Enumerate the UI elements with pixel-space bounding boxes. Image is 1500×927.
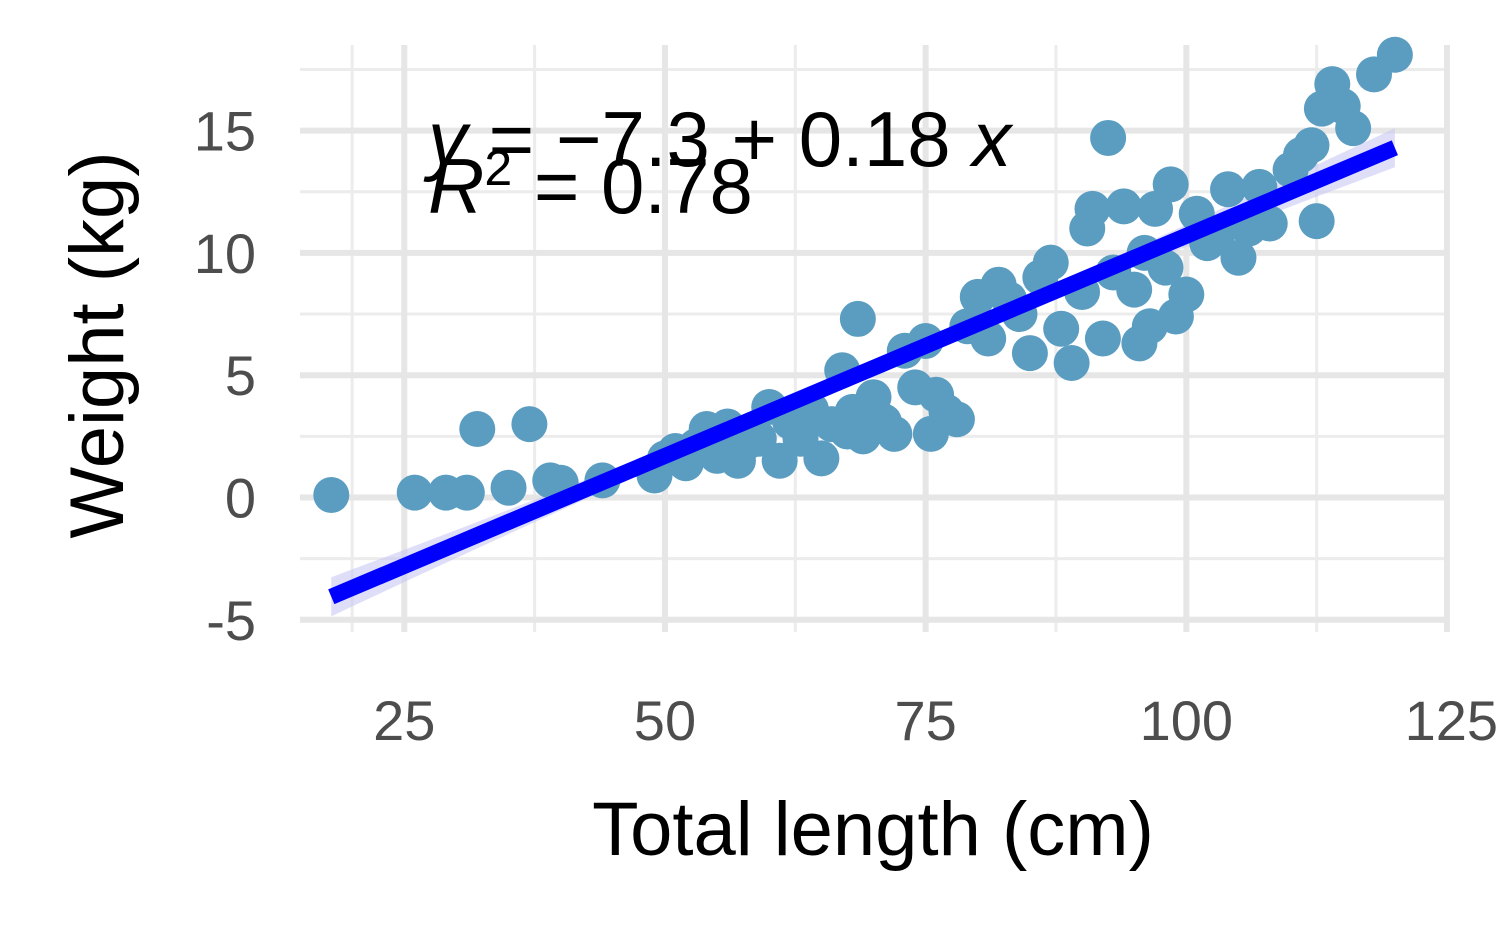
data-point <box>1220 239 1257 276</box>
data-point <box>1152 166 1189 203</box>
r2-rest: = 0.78 <box>512 142 753 230</box>
y-tick-label: 0 <box>225 466 256 529</box>
data-point <box>1168 276 1205 313</box>
data-point <box>459 410 496 447</box>
data-point <box>1032 244 1069 281</box>
data-point <box>1293 127 1330 164</box>
equation-annotation: y = −7.3 + 0.18 x <box>423 95 1014 183</box>
r-squared-annotation: R2 = 0.78 <box>428 140 753 230</box>
regression-line <box>328 140 1398 605</box>
data-point <box>1011 335 1048 372</box>
data-point <box>1251 205 1288 242</box>
data-point <box>803 440 840 477</box>
x-tick-label: 75 <box>894 689 956 752</box>
y-tick-label: 5 <box>225 344 256 407</box>
r2-sup: 2 <box>484 140 512 196</box>
r2-r: R <box>428 142 484 230</box>
data-point <box>1053 344 1090 381</box>
data-point <box>1335 110 1372 147</box>
y-tick-label: -5 <box>206 589 256 652</box>
x-axis-title: Total length (cm) <box>592 787 1154 872</box>
data-point <box>1116 271 1153 308</box>
data-point <box>1074 190 1111 227</box>
data-point <box>1376 36 1413 73</box>
y-tick-label: 15 <box>194 100 256 163</box>
data-point <box>490 469 527 506</box>
y-axis-title: Weight (kg) <box>55 151 140 538</box>
data-point <box>839 300 876 337</box>
equation-y: y <box>423 95 471 183</box>
data-point <box>448 474 485 511</box>
regression-line-group <box>328 140 1398 605</box>
x-tick-label: 125 <box>1405 689 1498 752</box>
x-tick-labels: 25 50 75 100 125 <box>373 689 1498 752</box>
data-point <box>396 474 433 511</box>
data-point <box>876 415 913 452</box>
data-point <box>1043 310 1080 347</box>
data-point <box>1298 203 1335 240</box>
data-point <box>1147 249 1184 286</box>
y-tick-label: 10 <box>194 222 256 285</box>
y-tick-labels: -5 0 5 10 15 <box>194 100 256 652</box>
data-point <box>1090 119 1127 156</box>
x-tick-label: 25 <box>373 689 435 752</box>
data-point <box>1105 188 1142 225</box>
data-point <box>511 406 548 443</box>
equation-rest: = −7.3 + 0.18 <box>467 95 972 183</box>
x-tick-label: 50 <box>634 689 696 752</box>
data-point <box>1210 171 1247 208</box>
data-point <box>313 477 350 514</box>
x-tick-label: 100 <box>1140 689 1233 752</box>
data-point <box>1084 320 1121 357</box>
equation-x: x <box>968 95 1014 183</box>
data-point <box>938 401 975 438</box>
